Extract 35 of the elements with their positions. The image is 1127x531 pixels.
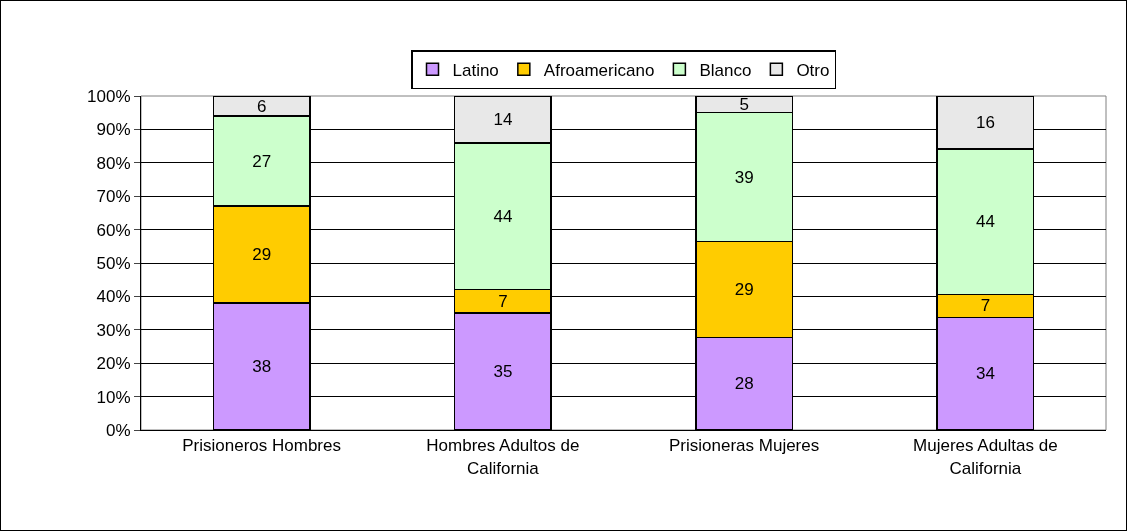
data-label: 35 — [493, 362, 513, 382]
y-tick-label: 20% — [96, 354, 131, 374]
y-tick-label: 60% — [96, 220, 131, 240]
legend-label: Afroamericano — [543, 61, 655, 80]
data-label: 29 — [252, 245, 272, 265]
data-label: 34 — [975, 364, 995, 384]
data-label: 38 — [252, 357, 272, 377]
data-label: 44 — [493, 206, 513, 226]
y-tick-label: 30% — [96, 320, 131, 340]
y-tick-label: 0% — [106, 420, 131, 440]
x-tick-label: Mujeres Adultas de California — [913, 436, 1058, 478]
data-label: 28 — [734, 374, 754, 394]
x-tick-label: Prisioneras Mujeres — [669, 436, 820, 456]
y-tick-label: 40% — [96, 287, 131, 307]
data-label: 7 — [980, 296, 991, 316]
x-tick-label: Hombres Adultos de California — [426, 436, 580, 478]
x-tick-label: Prisioneros Hombres — [182, 436, 341, 456]
y-tick-label: 70% — [96, 187, 131, 207]
data-label: 6 — [256, 96, 267, 116]
data-label: 29 — [734, 280, 754, 300]
data-label: 5 — [739, 94, 749, 114]
data-label: 39 — [734, 167, 754, 187]
legend-label: Blanco — [699, 61, 752, 80]
y-tick-label: 100% — [87, 86, 131, 106]
y-tick-label: 50% — [96, 253, 131, 273]
y-tick-label: 90% — [96, 120, 131, 140]
data-label: 27 — [252, 151, 272, 171]
data-label: 16 — [975, 112, 995, 132]
y-tick-label: 10% — [96, 387, 131, 407]
data-label: 14 — [493, 109, 513, 129]
legend-label: Otro — [796, 61, 830, 80]
data-label: 44 — [975, 212, 995, 232]
data-label: 7 — [498, 291, 508, 311]
y-tick-label: 80% — [96, 153, 131, 173]
legend-label: Latino — [452, 61, 499, 80]
